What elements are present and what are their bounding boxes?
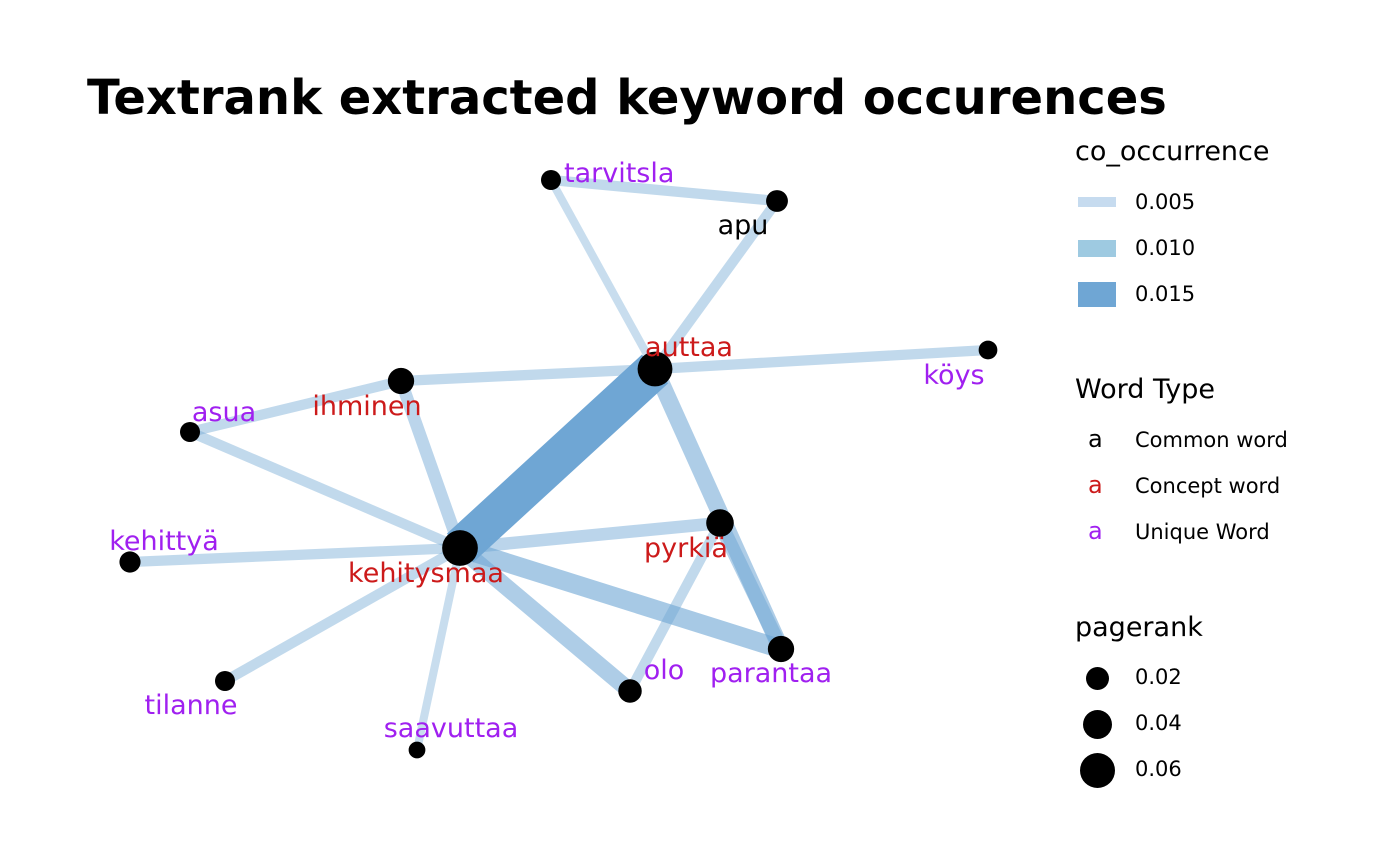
edge-kehitysmaa-saavuttaa bbox=[413, 547, 464, 751]
node-tilanne bbox=[214, 670, 236, 692]
node-asua bbox=[179, 421, 201, 443]
edge-kehitysmaa-pyrkiä bbox=[459, 516, 721, 555]
legend-co-occurrence-label-0: 0.005 bbox=[1135, 190, 1196, 214]
legend-pagerank-dot-0 bbox=[1086, 667, 1109, 690]
node-label-auttaa: auttaa bbox=[645, 332, 733, 363]
legend-co-occurrence-label-2: 0.015 bbox=[1135, 282, 1196, 306]
legend-pagerank-dot-2 bbox=[1080, 753, 1115, 788]
legend-co-occurrence-title: co_occurrence bbox=[1075, 136, 1270, 167]
legend-co-occurrence-label-1: 0.010 bbox=[1135, 236, 1196, 260]
legend-pagerank-dot-1 bbox=[1083, 710, 1112, 739]
legend-word-type-glyph-2: a bbox=[1088, 517, 1103, 545]
edge-asua-kehitysmaa bbox=[187, 427, 463, 553]
node-label-kehitysmaa: kehitysmaa bbox=[348, 558, 504, 589]
node-kehittyä bbox=[119, 551, 141, 573]
edge-asua-ihminen bbox=[188, 375, 403, 438]
node-auttaa bbox=[637, 351, 673, 387]
legend-co-occurrence-swatch-2 bbox=[1078, 282, 1116, 307]
edge-kehitysmaa-olo bbox=[454, 541, 636, 698]
legend-word-type-glyph-0: a bbox=[1088, 425, 1103, 453]
edges-layer bbox=[129, 174, 989, 751]
node-label-tilanne: tilanne bbox=[145, 690, 238, 721]
edge-pyrkiä-parantaa bbox=[713, 519, 788, 653]
legend-word-type-label-2: Unique Word bbox=[1135, 520, 1270, 544]
node-olo bbox=[618, 679, 642, 703]
node-pyrkiä bbox=[706, 509, 734, 537]
node-label-pyrkiä: pyrkiä bbox=[644, 533, 728, 564]
node-label-apu: apu bbox=[718, 210, 769, 241]
legend-pagerank-label-2: 0.06 bbox=[1135, 757, 1182, 781]
node-label-saavuttaa: saavuttaa bbox=[384, 713, 519, 744]
nodes-layer bbox=[119, 169, 998, 759]
chart-title: Textrank extracted keyword occurences bbox=[87, 70, 1167, 126]
node-label-asua: asua bbox=[192, 397, 256, 428]
node-parantaa bbox=[767, 635, 795, 663]
node-apu bbox=[766, 190, 788, 212]
node-label-köys: köys bbox=[923, 360, 984, 391]
edge-auttaa-köys bbox=[654, 344, 989, 375]
labels-layer: tarvitsla apu auttaa köys ihminen asua kehitty… bbox=[109, 158, 984, 744]
keyword-network-graph: tarvitsla apu auttaa köys ihminen asua kehitty… bbox=[109, 158, 998, 759]
edge-tarvitsla-auttaa bbox=[547, 178, 659, 371]
edge-kehittyä-kehitysmaa bbox=[129, 542, 461, 568]
legend-co-occurrence-swatch-1 bbox=[1078, 240, 1116, 257]
node-label-kehittyä: kehittyä bbox=[109, 526, 219, 557]
edge-kehitysmaa-parantaa bbox=[457, 538, 784, 659]
node-label-parantaa: parantaa bbox=[710, 658, 832, 689]
legend-co-occurrence-swatch-0 bbox=[1078, 197, 1116, 207]
legend-word-type-title: Word Type bbox=[1075, 374, 1215, 405]
edge-kehitysmaa-tilanne bbox=[222, 543, 463, 686]
node-köys bbox=[978, 340, 998, 360]
legend-pagerank-title: pagerank bbox=[1075, 612, 1203, 643]
legend-word-type-label-1: Concept word bbox=[1135, 474, 1281, 498]
legend-word-type-label-0: Common word bbox=[1135, 428, 1288, 452]
node-label-ihminen: ihminen bbox=[312, 391, 421, 422]
edge-ihminen-kehitysmaa bbox=[395, 378, 466, 551]
legend-pagerank-label-1: 0.04 bbox=[1135, 711, 1182, 735]
node-saavuttaa bbox=[408, 741, 426, 759]
edge-apu-auttaa bbox=[650, 197, 782, 373]
node-label-tarvitsla: tarvitsla bbox=[564, 158, 674, 189]
edge-ihminen-auttaa bbox=[400, 363, 656, 387]
node-ihminen bbox=[387, 367, 415, 395]
node-kehitysmaa bbox=[442, 530, 478, 566]
legend-pagerank-label-0: 0.02 bbox=[1135, 665, 1182, 689]
edge-tarvitsla-apu bbox=[550, 174, 778, 207]
node-tarvitsla bbox=[540, 169, 562, 191]
edge-auttaa-kehitysmaa bbox=[446, 354, 669, 563]
edge-pyrkiä-olo bbox=[625, 520, 725, 694]
legend-word-type-glyph-1: a bbox=[1088, 471, 1103, 499]
node-label-olo: olo bbox=[644, 655, 685, 686]
